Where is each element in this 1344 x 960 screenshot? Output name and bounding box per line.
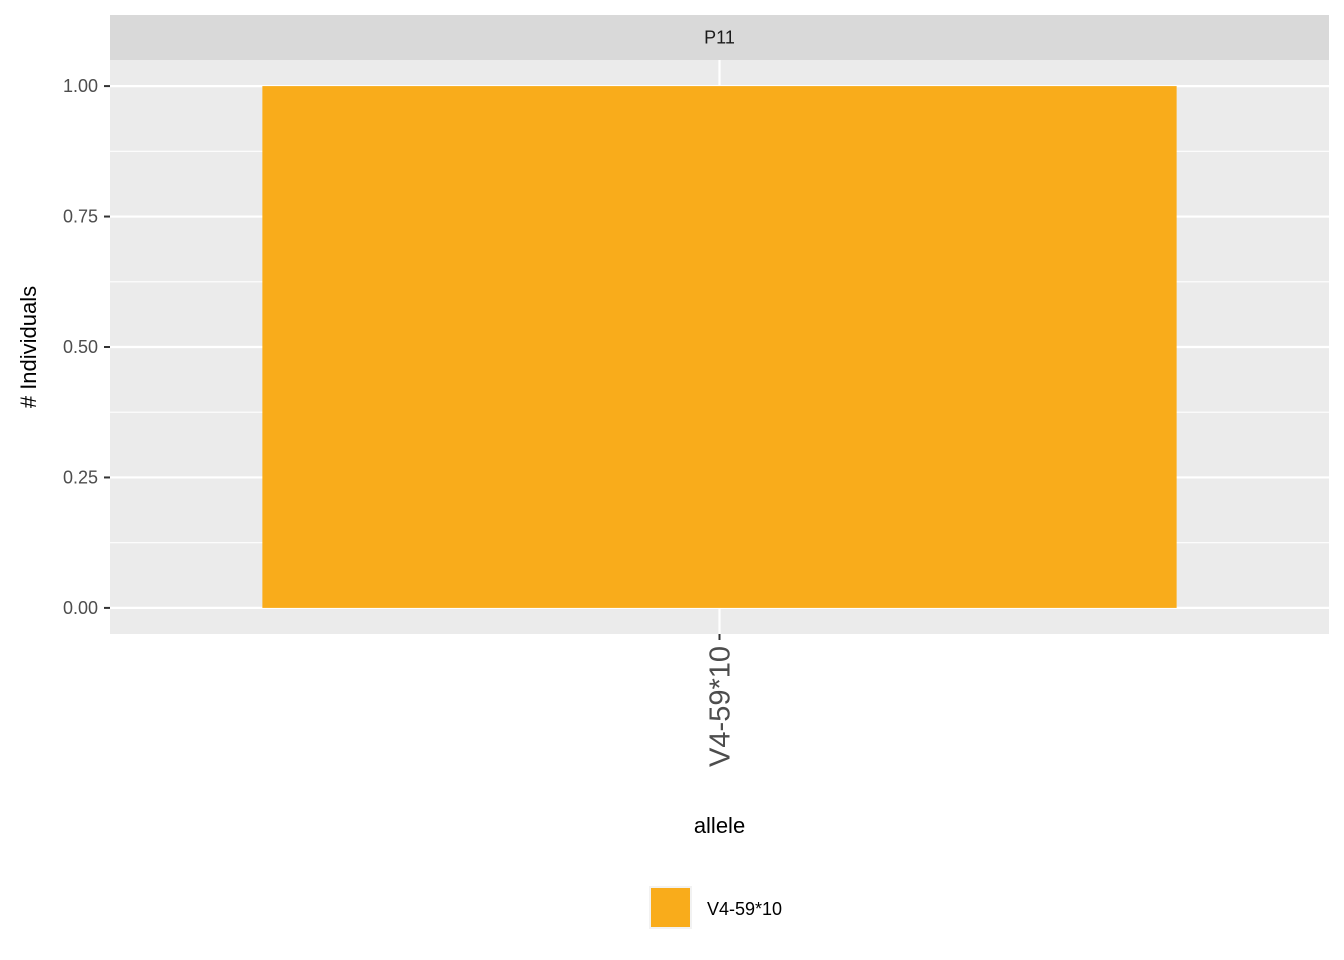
legend: V4-59*10: [649, 886, 782, 929]
x-tick-label: V4-59*10: [705, 646, 737, 767]
y-tick-label: 0.50: [63, 337, 98, 357]
facet-strip: [110, 15, 1329, 60]
y-tick-label: 0.00: [63, 598, 98, 618]
x-axis: V4-59*10: [705, 634, 737, 767]
y-axis-title: # Individuals: [16, 286, 41, 408]
bars: [262, 86, 1177, 608]
facet-label: P11: [704, 28, 735, 48]
y-tick-label: 0.75: [63, 207, 98, 227]
y-axis: 0.00 0.25 0.50 0.75 1.00: [63, 76, 110, 618]
legend-swatch: [651, 888, 690, 927]
y-tick-label: 0.25: [63, 467, 98, 487]
x-axis-title: allele: [694, 813, 745, 838]
bar: [262, 86, 1177, 608]
legend-label: V4-59*10: [707, 899, 782, 919]
y-tick-label: 1.00: [63, 76, 98, 96]
